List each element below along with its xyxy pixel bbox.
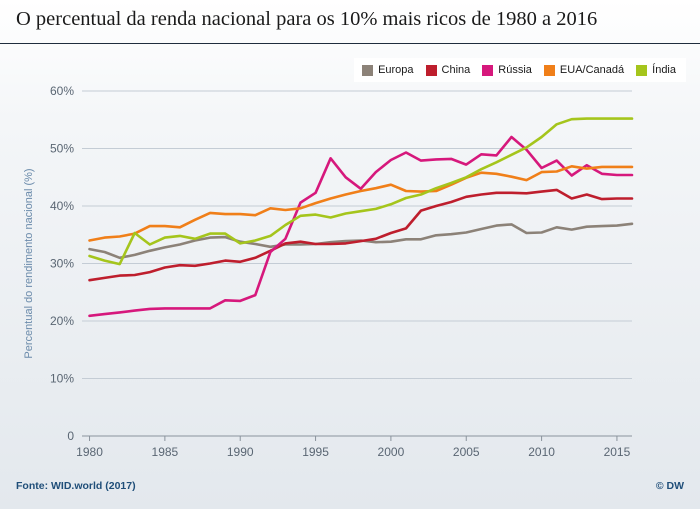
legend-label: EUA/Canadá: [559, 64, 625, 76]
brand-credit: © DW: [655, 480, 684, 492]
chart-title: O percentual da renda nacional para os 1…: [16, 8, 598, 30]
y-tick-label: 50%: [50, 142, 74, 156]
source-note: Fonte: WID.world (2017): [16, 480, 136, 492]
legend-item-eua-canada: EUA/Canadá: [543, 64, 625, 76]
legend-swatch: [543, 64, 555, 76]
legend-item-china: China: [425, 64, 471, 76]
x-tick-label: 2005: [453, 445, 480, 459]
legend-label: Índia: [652, 64, 676, 76]
title-divider: [0, 43, 700, 44]
chart-legend: Europa China Rússia EUA/Canadá Índia: [354, 58, 686, 82]
y-tick-label: 20%: [50, 314, 74, 328]
legend-swatch: [362, 64, 374, 76]
series-line-eua-canada: [88, 165, 634, 242]
x-tick-label: 2010: [528, 445, 555, 459]
legend-label: Rússia: [498, 64, 532, 76]
legend-swatch: [636, 64, 648, 76]
legend-item-russia: Rússia: [482, 64, 532, 76]
y-tick-label: 30%: [50, 257, 74, 271]
legend-label: China: [441, 64, 471, 76]
x-tick-label: 1990: [227, 445, 254, 459]
x-tick-label: 2015: [604, 445, 631, 459]
series-line-india: [88, 117, 634, 266]
legend-label: Europa: [378, 64, 414, 76]
y-tick-label: 40%: [50, 199, 74, 213]
legend-swatch: [482, 64, 494, 76]
y-axis-label: Percentual do rendimento nacional (%): [23, 168, 35, 358]
y-tick-label: 10%: [50, 372, 74, 386]
y-tick-label: 0: [67, 429, 74, 443]
legend-swatch: [425, 64, 437, 76]
x-tick-label: 2000: [378, 445, 405, 459]
legend-item-europa: Europa: [362, 64, 414, 76]
x-tick-label: 1980: [76, 445, 103, 459]
legend-item-india: Índia: [636, 64, 676, 76]
x-tick-label: 1995: [302, 445, 329, 459]
series-line-russia: [88, 135, 634, 318]
y-tick-label: 60%: [50, 84, 74, 98]
x-tick-label: 1985: [152, 445, 179, 459]
series-line-china: [88, 188, 634, 282]
